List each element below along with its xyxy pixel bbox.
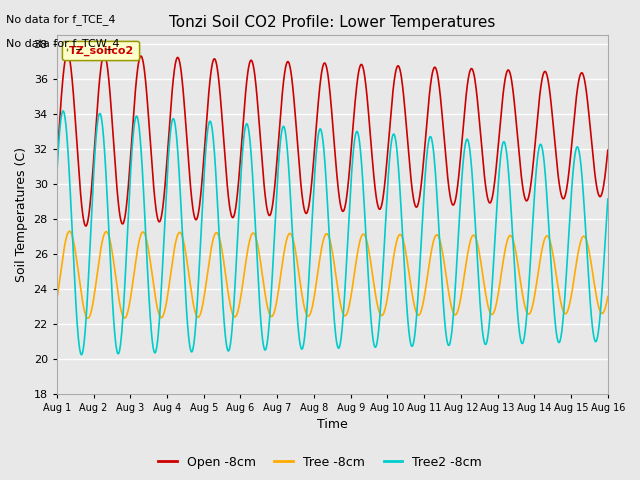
Text: No data for f_TCE_4: No data for f_TCE_4 <box>6 14 116 25</box>
Title: Tonzi Soil CO2 Profile: Lower Temperatures: Tonzi Soil CO2 Profile: Lower Temperatur… <box>169 15 495 30</box>
Legend: TZ_soilco2: TZ_soilco2 <box>62 41 139 60</box>
X-axis label: Time: Time <box>317 419 348 432</box>
Legend: Open -8cm, Tree -8cm, Tree2 -8cm: Open -8cm, Tree -8cm, Tree2 -8cm <box>153 451 487 474</box>
Y-axis label: Soil Temperatures (C): Soil Temperatures (C) <box>15 147 28 282</box>
Text: No data for f_TCW_4: No data for f_TCW_4 <box>6 38 120 49</box>
